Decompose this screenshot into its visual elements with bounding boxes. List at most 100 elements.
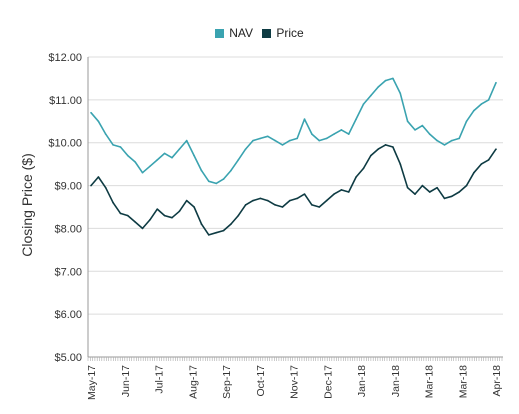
y-tick-label: $10.00 — [48, 138, 82, 150]
data-point-price — [127, 214, 129, 217]
y-tick-label: $11.00 — [49, 95, 82, 107]
data-point-price — [141, 227, 144, 230]
data-point-price — [495, 148, 497, 150]
data-point-nav — [230, 169, 232, 172]
legend-swatch-nav — [215, 28, 225, 38]
data-point-nav — [465, 120, 468, 123]
legend-label-nav: NAV — [229, 26, 254, 40]
legend-item-nav[interactable]: NAV — [215, 26, 253, 40]
data-point-nav — [451, 139, 453, 142]
data-point-nav — [436, 139, 438, 142]
data-point-price — [185, 199, 188, 202]
data-point-nav — [185, 139, 188, 142]
x-tick-label: Mar-18 — [424, 365, 436, 398]
data-point-nav — [362, 103, 365, 105]
data-point-price — [303, 193, 306, 195]
legend-swatch-price — [262, 28, 272, 38]
data-point-nav — [141, 171, 144, 174]
y-tick-label: $12.00 — [48, 52, 82, 64]
data-point-price — [237, 214, 240, 217]
x-tick-label: Mar-18 — [457, 365, 469, 398]
data-point-price — [347, 191, 350, 193]
data-point-price — [399, 163, 402, 165]
data-point-nav — [90, 111, 92, 114]
data-point-price — [377, 148, 379, 150]
y-tick-label: $5.00 — [54, 352, 82, 364]
data-point-price — [465, 184, 468, 187]
data-point-price — [333, 193, 335, 195]
data-point-nav — [414, 129, 416, 131]
data-point-price — [443, 197, 446, 200]
data-point-price — [473, 171, 475, 174]
data-point-nav — [266, 135, 269, 138]
data-point-price — [97, 176, 100, 178]
data-point-price — [289, 199, 291, 202]
data-point-price — [193, 206, 195, 208]
data-point-price — [90, 184, 92, 187]
chart-legend: NAV Price — [0, 26, 519, 41]
data-point-nav — [178, 148, 181, 150]
data-point-price — [208, 234, 210, 236]
data-point-price — [340, 189, 343, 191]
data-point-nav — [473, 109, 475, 112]
data-point-price — [230, 223, 232, 225]
x-tick-label: Apr-18 — [491, 365, 503, 397]
x-tick-label: Jan-18 — [356, 365, 368, 397]
data-point-nav — [156, 159, 159, 161]
data-point-nav — [193, 154, 195, 157]
data-point-price — [362, 167, 365, 170]
data-point-nav — [281, 144, 284, 146]
data-point-nav — [406, 120, 409, 123]
data-point-nav — [119, 146, 122, 148]
data-point-nav — [392, 77, 394, 80]
data-point-nav — [104, 133, 107, 135]
data-point-nav — [163, 152, 166, 155]
data-point-price — [392, 146, 394, 148]
x-tick-label: May-17 — [86, 365, 98, 400]
legend-item-price[interactable]: Price — [262, 26, 304, 40]
data-point-price — [406, 186, 409, 189]
x-tick-label: Jan-18 — [390, 365, 402, 397]
data-point-price — [480, 163, 483, 165]
x-tick-label: Sep-17 — [221, 365, 233, 399]
data-point-nav — [127, 154, 129, 157]
data-point-nav — [274, 139, 276, 142]
data-point-price — [296, 197, 298, 200]
data-point-nav — [222, 178, 225, 180]
data-point-nav — [303, 118, 306, 120]
data-point-nav — [289, 139, 291, 142]
data-point-price — [451, 195, 453, 198]
data-point-price — [421, 184, 424, 187]
data-point-price — [274, 204, 276, 206]
x-tick-label: Aug-17 — [187, 365, 199, 399]
data-point-nav — [215, 182, 217, 185]
data-point-price — [112, 201, 114, 204]
data-point-price — [252, 199, 254, 202]
data-point-nav — [377, 86, 379, 88]
data-point-nav — [355, 118, 357, 120]
data-point-nav — [252, 139, 254, 142]
data-point-price — [428, 191, 431, 193]
x-tick-label: Jun-17 — [120, 365, 132, 397]
x-tick-label: Dec-17 — [322, 365, 334, 399]
legend-label-price: Price — [276, 26, 304, 40]
data-point-price — [200, 223, 203, 225]
data-point-price — [436, 186, 438, 189]
data-point-nav — [428, 133, 431, 135]
data-point-nav — [347, 133, 350, 135]
data-point-price — [215, 231, 217, 234]
data-point-nav — [149, 165, 151, 168]
data-point-nav — [208, 180, 210, 183]
data-point-nav — [370, 94, 372, 97]
data-point-price — [384, 144, 387, 146]
data-point-nav — [318, 139, 321, 142]
data-point-price — [458, 191, 460, 193]
data-point-nav — [333, 133, 335, 135]
data-point-nav — [259, 137, 262, 140]
data-point-nav — [311, 133, 313, 135]
data-point-price — [119, 212, 122, 215]
data-point-price — [134, 221, 136, 223]
data-point-nav — [112, 144, 114, 146]
data-point-price — [355, 176, 357, 178]
